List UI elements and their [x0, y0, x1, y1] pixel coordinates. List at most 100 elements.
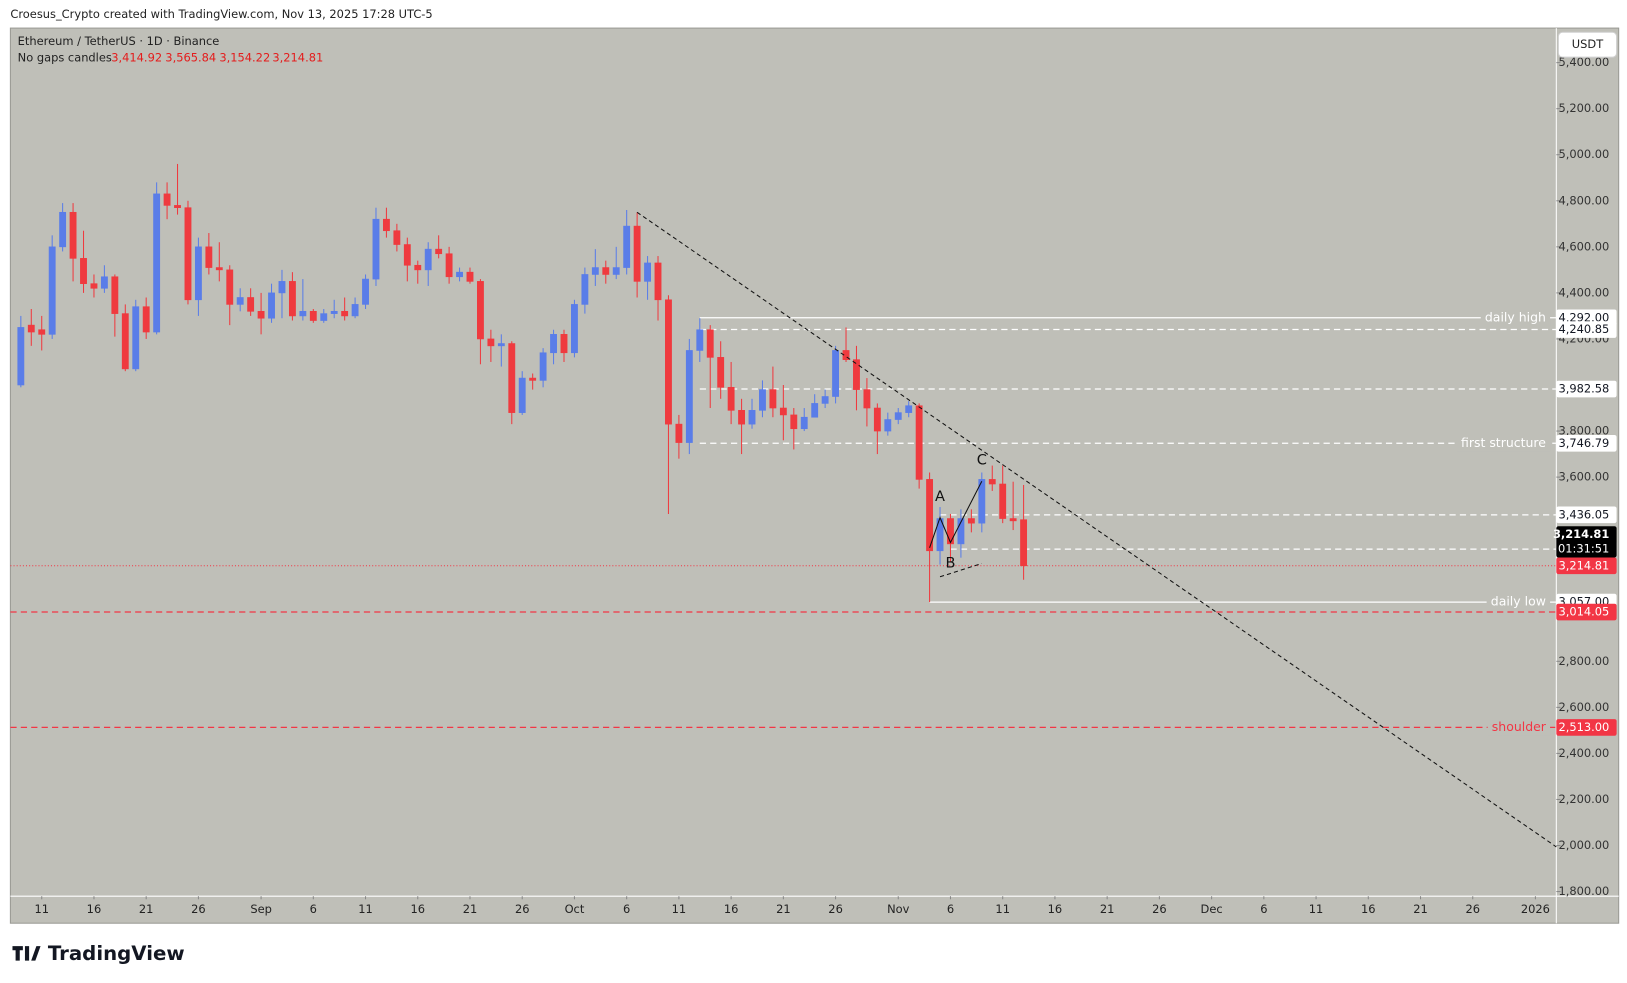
price-label-box — [1556, 380, 1617, 398]
candle-body — [1020, 519, 1028, 567]
x-tick-label: Nov — [887, 902, 910, 916]
candle-body — [706, 329, 714, 358]
candle-body — [288, 281, 296, 317]
legend-close: 3,214.81 — [272, 51, 323, 65]
candle-body — [320, 313, 328, 321]
candle-body — [69, 211, 77, 259]
candle-body — [926, 479, 934, 552]
candle-body — [581, 274, 589, 305]
legend-high: 3,565.84 — [165, 51, 216, 65]
y-tick-label: 5,400.00 — [1558, 55, 1609, 69]
y-tick-label: 4,600.00 — [1558, 239, 1609, 253]
candle-body — [623, 225, 631, 268]
x-tick-label: Dec — [1201, 902, 1223, 916]
candle-body — [38, 329, 46, 335]
price-label-box — [1556, 321, 1617, 338]
candle-body — [811, 403, 819, 418]
candle-body — [330, 310, 338, 314]
level-text-bg — [1487, 719, 1551, 736]
candle-body — [915, 405, 923, 480]
chart-title: Ethereum / TetherUS · 1D · Binance — [18, 34, 220, 48]
candle-body — [1009, 518, 1017, 522]
candle-body — [309, 310, 317, 321]
y-tick-label: 5,200.00 — [1558, 101, 1609, 115]
candle-body — [205, 246, 213, 268]
support-line — [939, 562, 982, 578]
candle-body — [372, 218, 380, 280]
level-text-bg — [1480, 309, 1551, 327]
currency-label[interactable]: USDT — [1572, 37, 1604, 51]
candle-body — [466, 271, 474, 282]
candle-body — [257, 310, 265, 319]
currency-button[interactable] — [1557, 31, 1618, 58]
y-tick-label: 2,600.00 — [1558, 700, 1609, 714]
candle-body — [894, 412, 902, 420]
candle-body — [947, 518, 954, 545]
y-tick-label: 4,400.00 — [1558, 285, 1609, 299]
candle-body — [550, 334, 557, 354]
x-tick-label: 11 — [1309, 902, 1324, 916]
price-label-box — [1556, 719, 1617, 736]
candle-body — [59, 211, 67, 248]
candle-body — [832, 350, 840, 397]
candle-body — [748, 410, 756, 425]
level-text: first structure — [1461, 435, 1546, 450]
level-text: shoulder — [1492, 719, 1547, 734]
candle-body — [727, 386, 735, 411]
candle-body — [174, 205, 181, 209]
pattern-line — [929, 481, 983, 548]
price-label-box — [1556, 506, 1617, 524]
x-tick-label: 6 — [310, 902, 317, 916]
price-label: 4,240.85 — [1558, 322, 1609, 336]
candle-body — [696, 329, 704, 351]
x-tick-label: 11 — [995, 902, 1010, 916]
candle-body — [759, 389, 766, 411]
candle-body — [48, 246, 56, 335]
candle-body — [226, 269, 234, 305]
price-label: 3,982.58 — [1558, 382, 1609, 396]
x-tick-label: 26 — [191, 902, 206, 916]
candle-body — [80, 258, 87, 284]
x-tick-label: 6 — [623, 902, 630, 916]
x-tick-label: 21 — [776, 902, 791, 916]
y-tick-label: 2,800.00 — [1558, 654, 1609, 668]
candle-body — [508, 343, 516, 413]
candle-body — [100, 276, 108, 289]
x-tick-label: 21 — [1413, 902, 1428, 916]
level-text-bg — [1456, 434, 1551, 452]
candle-body — [111, 276, 119, 314]
candle-body — [299, 310, 307, 317]
y-tick-label: 2,200.00 — [1558, 792, 1609, 806]
candle-body — [445, 253, 453, 278]
candle-body — [988, 479, 996, 485]
candle-body — [738, 410, 746, 425]
brand-name: TradingView — [48, 942, 185, 965]
price-label: 3,746.79 — [1558, 436, 1609, 450]
price-label-box — [1556, 557, 1617, 575]
x-tick-label: 16 — [1361, 902, 1376, 916]
price-label-box — [1556, 603, 1617, 621]
candle-body — [957, 518, 965, 545]
x-tick-label: 26 — [1465, 902, 1480, 916]
x-tick-label: 6 — [1260, 902, 1267, 916]
candle-body — [717, 357, 725, 388]
x-tick-label: 16 — [87, 902, 102, 916]
x-tick-label: 11 — [672, 902, 687, 916]
candle-body — [821, 396, 829, 404]
x-tick-label: Sep — [250, 902, 272, 916]
x-tick-label: 26 — [828, 902, 843, 916]
x-tick-label: 21 — [463, 902, 478, 916]
x-tick-label: 16 — [1048, 902, 1063, 916]
candle-body — [978, 479, 986, 524]
candle-body — [539, 352, 547, 381]
countdown: 01:31:51 — [1558, 542, 1609, 556]
candle-body — [571, 304, 578, 354]
candle-body — [884, 419, 892, 432]
level-text: daily high — [1485, 309, 1546, 324]
candle-body — [153, 193, 161, 333]
x-tick-label: Oct — [565, 902, 585, 916]
price-label: 3,436.05 — [1558, 507, 1609, 521]
last-price-box — [1556, 526, 1617, 558]
chart-subtitle: No gaps candles — [18, 51, 112, 65]
y-tick-label: 2,400.00 — [1558, 746, 1609, 760]
